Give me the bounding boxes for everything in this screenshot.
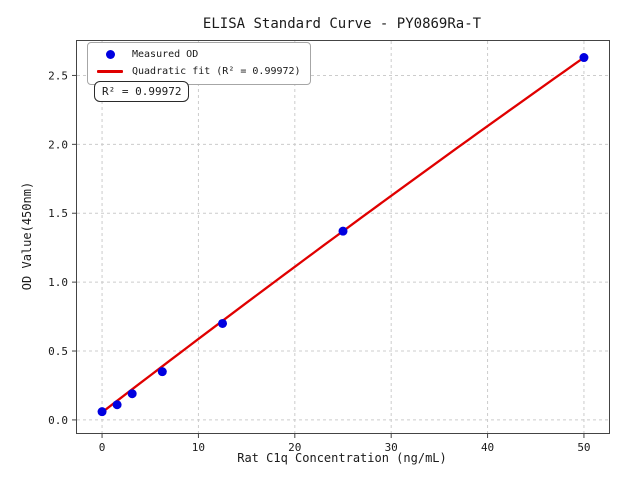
x-tick-label: 40	[481, 441, 494, 454]
legend-item-measured-od: Measured OD	[95, 47, 301, 62]
legend-marker-cell	[95, 50, 125, 59]
legend-item-quadratic-fit: Quadratic fit (R² = 0.99972)	[95, 64, 301, 79]
legend-item-label: Quadratic fit (R² = 0.99972)	[132, 66, 301, 77]
y-tick-label: 0.5	[48, 345, 68, 358]
x-tick-label: 0	[99, 441, 106, 454]
y-tick-label: 2.5	[48, 69, 68, 82]
y-tick-label: 2.0	[48, 138, 68, 151]
data-point	[127, 389, 137, 399]
plot-area: 0 10 20 30 40 50 0.0 0.5 1.0 1.5 2.0 2.5	[48, 40, 610, 454]
legend: Measured OD Quadratic fit (R² = 0.99972)	[87, 42, 311, 85]
x-axis-label: Rat C1q Concentration (ng/mL)	[237, 451, 447, 465]
r-squared-annotation: R² = 0.99972	[94, 81, 190, 102]
y-axis-label: OD Value(450nm)	[20, 181, 34, 291]
plot-svg: 0 10 20 30 40 50 0.0 0.5 1.0 1.5 2.0 2.5	[48, 41, 609, 454]
data-point	[338, 226, 348, 236]
data-point	[112, 400, 122, 410]
x-tick-label: 10	[192, 441, 205, 454]
data-point	[97, 407, 107, 417]
data-point	[157, 367, 167, 377]
chart-title: ELISA Standard Curve - PY0869Ra-T	[202, 16, 482, 32]
legend-item-label: Measured OD	[132, 49, 199, 60]
data-point	[218, 318, 228, 328]
fit-line-swatch-icon	[97, 70, 123, 73]
y-tick-label: 1.0	[48, 276, 68, 289]
x-tick-label: 30	[385, 441, 398, 454]
y-tick-label: 0.0	[48, 414, 68, 427]
measured-od-dot-icon	[105, 50, 115, 59]
data-point	[579, 53, 589, 63]
x-tick-label: 50	[577, 441, 590, 454]
legend-marker-cell	[95, 70, 125, 73]
y-tick-label: 1.5	[48, 207, 68, 220]
x-tick-label: 20	[288, 441, 301, 454]
